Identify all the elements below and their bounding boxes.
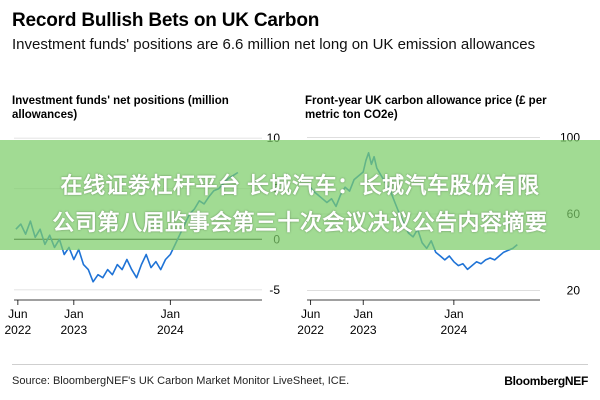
y-tick-label: 20 xyxy=(567,283,581,297)
overlay-text-line-2: 公司第八届监事会第三十次会议决议公告内容摘要 xyxy=(52,210,548,235)
brand-logo: BloombergNEF xyxy=(504,374,588,388)
x-tick-year-label: 2023 xyxy=(60,323,87,337)
overlay-text-line-1: 在线证劵杠杆平台 长城汽车：长城汽车股份有限 xyxy=(60,173,540,198)
footer-divider xyxy=(12,364,588,365)
x-tick-year-label: 2022 xyxy=(297,323,324,337)
chart-subtitle: Investment funds' positions are 6.6 mill… xyxy=(12,36,536,53)
x-tick-month-label: Jan xyxy=(444,307,463,321)
x-tick-year-label: 2024 xyxy=(157,323,184,337)
x-tick-month-label: Jun xyxy=(8,307,27,321)
left-panel-title: Investment funds' net positions (million… xyxy=(12,95,229,121)
x-tick-year-label: 2023 xyxy=(350,323,377,337)
right-panel-title: Front-year UK carbon allowance price (£ … xyxy=(305,95,547,121)
overlay-banner xyxy=(0,140,600,250)
source-note: Source: BloombergNEF's UK Carbon Market … xyxy=(12,375,350,387)
x-tick-month-label: Jun xyxy=(301,307,320,321)
x-tick-month-label: Jan xyxy=(354,307,373,321)
x-tick-year-label: 2024 xyxy=(441,323,468,337)
x-tick-year-label: 2022 xyxy=(5,323,32,337)
chart-title: Record Bullish Bets on UK Carbon xyxy=(12,10,320,31)
x-tick-month-label: Jan xyxy=(64,307,83,321)
y-tick-label: -5 xyxy=(269,283,280,297)
x-tick-month-label: Jan xyxy=(161,307,180,321)
